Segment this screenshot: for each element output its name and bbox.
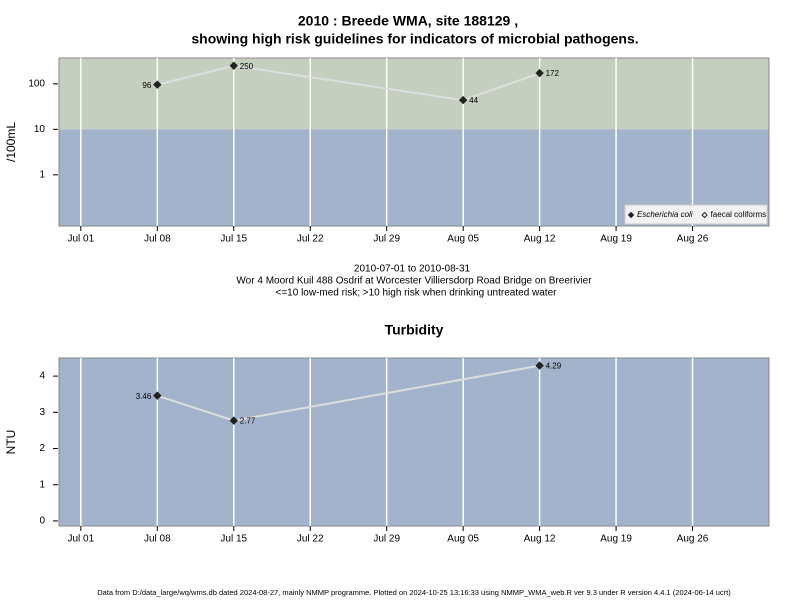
note: Wor 4 Moord Kuil 488 Osdrif at Worcester… xyxy=(236,276,592,287)
data-point xyxy=(458,95,468,105)
x-tick-label: Jul 15 xyxy=(220,534,247,545)
data-point xyxy=(535,361,544,370)
legend-label: Escherichia coli xyxy=(637,210,693,219)
y-tick-label: 2 xyxy=(39,443,45,454)
chart-title: 2010 : Breede WMA, site 188129 , xyxy=(298,13,518,29)
data-point xyxy=(229,61,238,70)
data-label: 96 xyxy=(142,81,151,90)
y-tick-label: 100 xyxy=(28,78,45,89)
x-tick-label: Jul 01 xyxy=(68,534,95,545)
data-label: 250 xyxy=(240,62,254,71)
x-tick-label: Jul 29 xyxy=(373,534,400,545)
x-tick-label: Aug 19 xyxy=(600,534,632,545)
x-tick-label: Jul 08 xyxy=(144,534,171,545)
x-tick-label: Aug 26 xyxy=(677,534,709,545)
y-tick-label: 1 xyxy=(39,169,45,180)
chart-title: showing high risk guidelines for indicat… xyxy=(191,31,638,47)
legend-label: faecal coliforms xyxy=(711,210,767,219)
x-tick-label: Jul 08 xyxy=(144,234,171,245)
x-tick-label: Jul 22 xyxy=(297,234,324,245)
legend-box xyxy=(624,204,768,225)
data-point xyxy=(535,68,544,78)
note: <=10 low-med risk; >10 high risk when dr… xyxy=(276,288,558,299)
x-tick-label: Aug 19 xyxy=(600,234,632,245)
y-tick-label: 4 xyxy=(39,371,45,382)
x-tick-label: Aug 05 xyxy=(447,534,479,545)
x-tick-label: Jul 15 xyxy=(220,234,247,245)
data-point xyxy=(153,391,162,400)
data-label: 172 xyxy=(546,69,560,78)
data-label: 2.77 xyxy=(240,417,256,426)
chart-title: Turbidity xyxy=(385,322,444,338)
y-axis-label: /100mL xyxy=(4,122,18,162)
footer: Data from D:/data_large/wq/wms.db dated … xyxy=(97,588,731,597)
data-label: 44 xyxy=(469,96,478,105)
series-line xyxy=(157,64,540,102)
data-label: 4.29 xyxy=(546,362,562,371)
legend-marker xyxy=(701,211,708,219)
y-tick-label: 0 xyxy=(39,516,45,527)
x-tick-label: Jul 22 xyxy=(297,534,324,545)
x-tick-label: Jul 29 xyxy=(373,234,400,245)
data-point xyxy=(153,80,162,89)
note: 2010-07-01 to 2010-08-31 xyxy=(354,264,471,275)
plot-frame xyxy=(58,357,770,527)
y-tick-label: 3 xyxy=(39,407,45,418)
x-tick-label: Aug 05 xyxy=(447,234,479,245)
y-tick-label: 1 xyxy=(39,479,45,490)
y-tick-label: 10 xyxy=(34,124,46,135)
y-axis-label: NTU xyxy=(4,430,18,455)
plot-frame xyxy=(58,57,770,227)
x-tick-label: Aug 26 xyxy=(677,234,709,245)
plot-background xyxy=(59,358,769,526)
data-label: 3.46 xyxy=(136,392,152,401)
x-tick-label: Aug 12 xyxy=(524,234,556,245)
x-tick-label: Jul 01 xyxy=(68,234,95,245)
x-tick-label: Aug 12 xyxy=(524,534,556,545)
data-point xyxy=(229,416,238,425)
legend-marker xyxy=(627,211,635,219)
